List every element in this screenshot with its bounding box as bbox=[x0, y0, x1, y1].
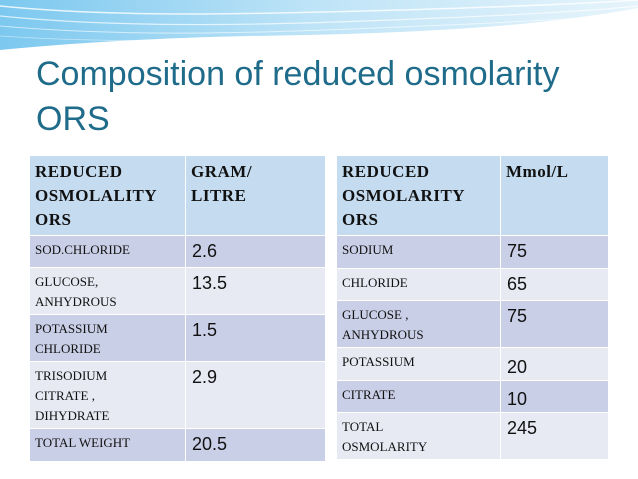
table-row: GLUCOSE, ANHYDROUS 13.5 bbox=[29, 267, 326, 315]
header-text: OSMOLARITY bbox=[342, 186, 466, 205]
row-label: CITRATE bbox=[336, 380, 501, 413]
header-cell-gram-litre: GRAM/ LITRE bbox=[185, 155, 326, 236]
header-text: OSMOLALITY bbox=[35, 186, 158, 205]
row-value: 2.6 bbox=[185, 235, 326, 268]
table-row: CHLORIDE 65 bbox=[336, 268, 609, 301]
label-text: GLUCOSE , bbox=[342, 307, 409, 322]
slide-title-line2: ORS bbox=[36, 100, 110, 138]
header-cell-ors: REDUCED OSMOLALITY ORS bbox=[29, 155, 186, 236]
row-label: SOD.CHLORIDE bbox=[29, 235, 186, 268]
label-text: CITRATE bbox=[342, 387, 396, 402]
row-label-highlighted: TRISODIUM CITRATE , DIHYDRATE bbox=[29, 361, 186, 429]
table-row: TOTAL OSMOLARITY 245 bbox=[336, 412, 609, 460]
row-value: 1.5 bbox=[185, 314, 326, 362]
header-text: Mmol/L bbox=[506, 162, 569, 181]
label-text: POTASSIUM bbox=[342, 354, 415, 369]
label-text: SOD.CHLORIDE bbox=[35, 242, 130, 257]
row-value: 2.9 bbox=[185, 361, 326, 429]
row-value: 20.5 bbox=[185, 428, 326, 462]
row-label: TOTAL OSMOLARITY bbox=[336, 412, 501, 460]
header-text: ORS bbox=[35, 210, 72, 229]
table-row: POTASSIUM 20 bbox=[336, 347, 609, 381]
slide-title-line1: Composition of reduced osmolarity bbox=[36, 55, 560, 93]
header-text: LITRE bbox=[191, 186, 247, 205]
header-cell-mmol-l: Mmol/L bbox=[500, 155, 609, 236]
label-text: TOTAL WEIGHT bbox=[35, 435, 131, 450]
table-row: SOD.CHLORIDE 2.6 bbox=[29, 235, 326, 268]
table-row: SODIUM 75 bbox=[336, 235, 609, 269]
label-text: CITRATE , bbox=[35, 388, 95, 403]
label-text: CHLORIDE bbox=[35, 341, 101, 356]
decorative-wave-banner bbox=[0, 0, 638, 52]
label-text: DIHYDRATE bbox=[35, 408, 110, 423]
row-label: TOTAL WEIGHT bbox=[29, 428, 186, 462]
row-label: CHLORIDE bbox=[336, 268, 501, 301]
table-header-row: REDUCED OSMOLARITY ORS Mmol/L bbox=[336, 155, 609, 236]
table-row: POTASSIUM CHLORIDE 1.5 bbox=[29, 314, 326, 362]
header-text: ORS bbox=[342, 210, 379, 229]
table-row: GLUCOSE , ANHYDROUS 75 bbox=[336, 300, 609, 348]
row-value: 20 bbox=[500, 347, 609, 381]
row-label: POTASSIUM bbox=[336, 347, 501, 381]
label-text: GLUCOSE, bbox=[35, 274, 99, 289]
row-value: 75 bbox=[500, 235, 609, 269]
row-value: 75 bbox=[500, 300, 609, 348]
label-text: OSMOLARITY bbox=[342, 439, 428, 454]
label-text: SODIUM bbox=[342, 242, 394, 257]
row-value: 10 bbox=[500, 380, 609, 413]
label-text: CHLORIDE bbox=[342, 275, 408, 290]
row-value: 13.5 bbox=[185, 267, 326, 315]
table-row: TOTAL WEIGHT 20.5 bbox=[29, 428, 326, 462]
header-text: GRAM/ bbox=[191, 162, 253, 181]
row-label: GLUCOSE, ANHYDROUS bbox=[29, 267, 186, 315]
label-text: TOTAL bbox=[342, 419, 384, 434]
label-text: ANHYDROUS bbox=[35, 294, 117, 309]
left-composition-table: REDUCED OSMOLALITY ORS GRAM/ LITRE SOD.C… bbox=[29, 155, 326, 462]
right-composition-table: REDUCED OSMOLARITY ORS Mmol/L SODIUM 75 … bbox=[336, 155, 609, 460]
row-value: 65 bbox=[500, 268, 609, 301]
label-text: TRISODIUM bbox=[35, 368, 108, 383]
row-value: 245 bbox=[500, 412, 609, 460]
header-text: REDUCED bbox=[35, 162, 123, 181]
table-row: CITRATE 10 bbox=[336, 380, 609, 413]
row-label: GLUCOSE , ANHYDROUS bbox=[336, 300, 501, 348]
label-text: ANHYDROUS bbox=[342, 327, 424, 342]
slide-title: Composition of reduced osmolarity ORS bbox=[36, 52, 626, 142]
row-label: SODIUM bbox=[336, 235, 501, 269]
row-label: POTASSIUM CHLORIDE bbox=[29, 314, 186, 362]
table-header-row: REDUCED OSMOLALITY ORS GRAM/ LITRE bbox=[29, 155, 326, 236]
label-text: POTASSIUM bbox=[35, 321, 108, 336]
header-text: REDUCED bbox=[342, 162, 430, 181]
table-row: TRISODIUM CITRATE , DIHYDRATE 2.9 bbox=[29, 361, 326, 429]
header-cell-ors: REDUCED OSMOLARITY ORS bbox=[336, 155, 501, 236]
